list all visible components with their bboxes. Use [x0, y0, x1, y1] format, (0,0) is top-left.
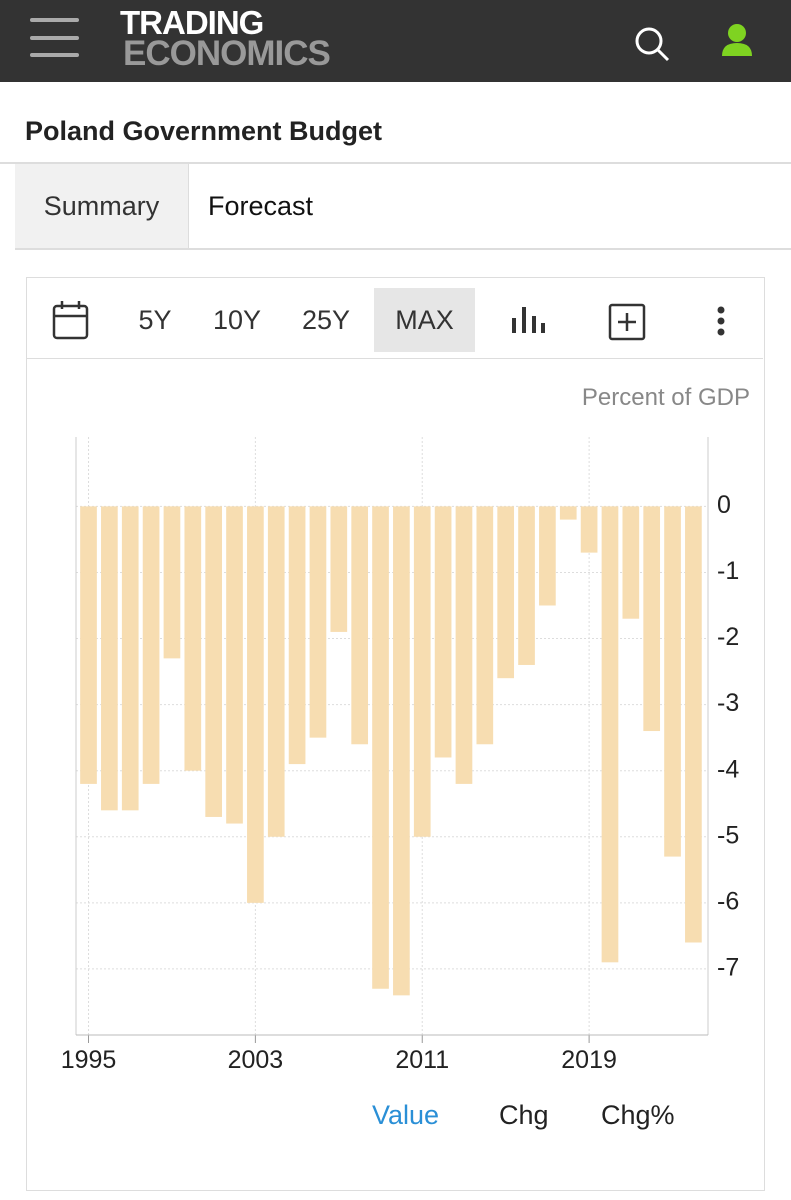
bar: [372, 506, 389, 989]
y-tick-label: -1: [717, 557, 739, 585]
bar: [247, 506, 264, 903]
bar: [643, 506, 661, 732]
logo-bottom[interactable]: ECONOMICS: [123, 34, 331, 73]
x-tick-label: 2011: [395, 1046, 449, 1074]
bar: [476, 506, 494, 745]
y-tick-label: -5: [717, 821, 739, 849]
range-button[interactable]: 10Y: [212, 305, 262, 335]
x-tick-label: 1995: [61, 1046, 117, 1074]
tab[interactable]: Summary: [15, 164, 189, 248]
bar: [226, 506, 243, 824]
bar: [559, 506, 577, 520]
search-icon[interactable]: [635, 27, 670, 62]
toolbar: [27, 278, 763, 359]
header: [0, 0, 791, 82]
title-bar: [0, 82, 791, 164]
unit-label: Percent of GDP: [582, 384, 750, 411]
bar: [413, 506, 431, 837]
bar: [142, 506, 160, 784]
bar: [351, 506, 369, 745]
bar: [205, 506, 223, 817]
calendar-icon[interactable]: [52, 301, 89, 340]
y-tick-label: -6: [717, 887, 739, 915]
y-tick-label: -4: [717, 755, 739, 783]
bar: [580, 506, 598, 553]
value-tab[interactable]: Value: [372, 1100, 440, 1130]
page-title: Poland Government Budget: [25, 116, 383, 146]
add-icon[interactable]: [608, 303, 646, 341]
bar: [288, 506, 306, 765]
bar: [101, 506, 118, 811]
tab[interactable]: Forecast: [208, 191, 314, 221]
bar: [622, 506, 640, 619]
divider: [15, 248, 791, 250]
bar: [163, 506, 181, 659]
x-tick-label: 2003: [228, 1046, 284, 1074]
logo-top[interactable]: TRADING: [120, 4, 264, 41]
bar: [539, 506, 556, 606]
bar: [455, 506, 473, 784]
bar: [184, 506, 202, 771]
value-tab[interactable]: Chg%: [601, 1100, 675, 1130]
bar: [121, 506, 139, 811]
bar-type-icon[interactable]: [512, 307, 545, 333]
more-icon[interactable]: [717, 306, 725, 336]
bar: [601, 506, 619, 963]
y-tick-label: -7: [717, 954, 739, 982]
bar: [309, 506, 327, 738]
range-button[interactable]: 25Y: [301, 305, 351, 335]
bar: [393, 506, 410, 996]
menu-icon[interactable]: [30, 18, 79, 57]
bar: [80, 506, 97, 784]
y-tick-label: 0: [717, 491, 731, 519]
range-button[interactable]: 5Y: [138, 305, 172, 335]
x-tick-label: 2019: [561, 1046, 617, 1074]
bar: [685, 506, 702, 943]
bar: [497, 506, 515, 679]
value-tab[interactable]: Chg: [499, 1100, 549, 1130]
y-tick-label: -3: [717, 689, 739, 717]
bar: [434, 506, 452, 758]
y-tick-label: -2: [717, 623, 739, 651]
bar: [330, 506, 348, 632]
user-icon[interactable]: [722, 24, 752, 56]
bar: [518, 506, 535, 665]
bar: [267, 506, 285, 837]
chart-card: [26, 277, 765, 1191]
bar: [664, 506, 681, 857]
range-button[interactable]: MAX: [374, 288, 475, 352]
